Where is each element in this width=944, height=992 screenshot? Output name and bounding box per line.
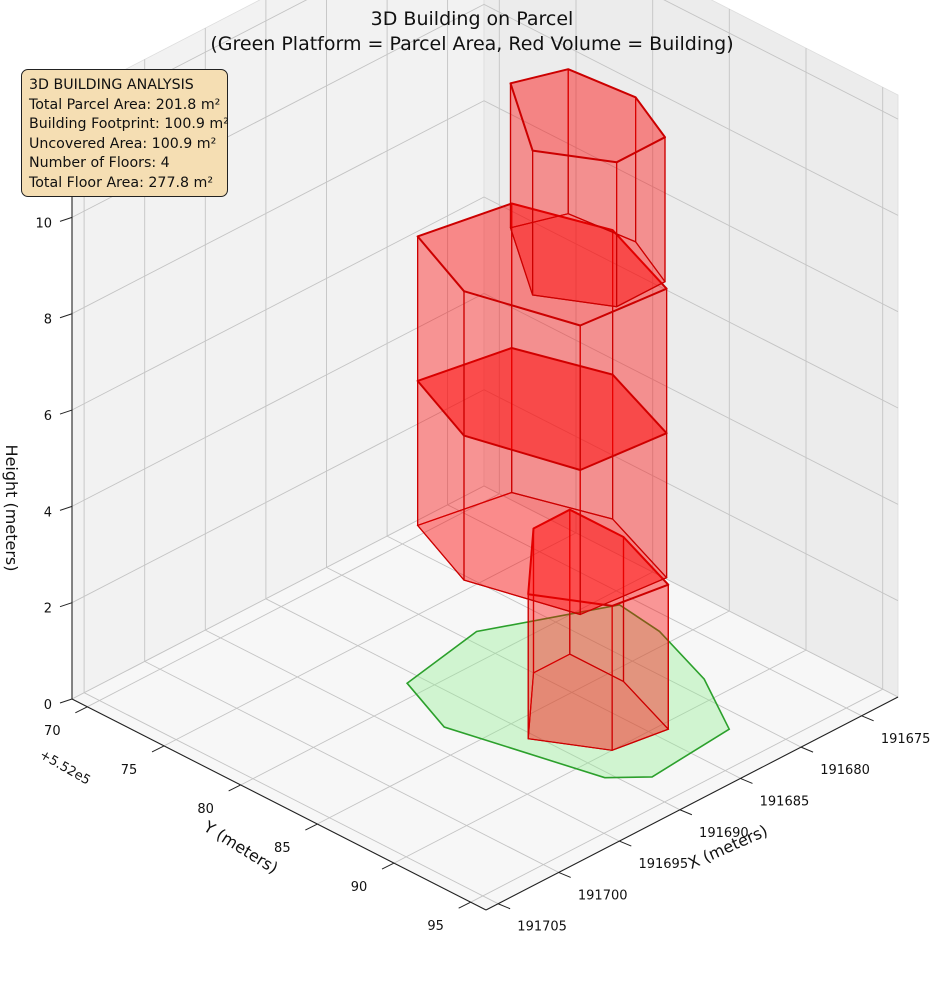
axis-lines xyxy=(71,97,899,911)
x-tick-label: 191675 xyxy=(881,732,931,747)
z-tick-label: 2 xyxy=(44,602,52,617)
x-tick-label: 191700 xyxy=(578,888,628,903)
y-tick-label: 85 xyxy=(274,841,291,856)
x-tick-label: 191690 xyxy=(699,826,749,841)
x-tick-mark xyxy=(497,903,511,910)
x-tick-mark xyxy=(558,871,571,878)
info-uncovered-area: Uncovered Area: 100.9 m² xyxy=(29,135,217,152)
y-tick-mark xyxy=(151,745,165,753)
y-tick-label: 75 xyxy=(121,763,138,778)
grid-line-z xyxy=(71,0,899,122)
info-heading: 3D BUILDING ANALYSIS xyxy=(29,77,194,93)
grid-line-z xyxy=(71,485,899,700)
x-axis-line xyxy=(485,696,899,911)
grid-line-z xyxy=(71,196,899,411)
y-tick-mark xyxy=(75,706,88,714)
floor-top-face xyxy=(416,202,668,327)
y-tick-label: 80 xyxy=(197,802,214,817)
x-tick-mark xyxy=(800,746,814,753)
z-tick-mark xyxy=(59,313,73,319)
parcel-platform xyxy=(405,603,731,779)
grid-line-z xyxy=(71,292,899,507)
y-tick-mark xyxy=(381,862,395,870)
z-tick-label: 4 xyxy=(44,505,52,520)
info-total-floor-area: Total Floor Area: 277.8 m² xyxy=(29,174,214,191)
z-tick-mark xyxy=(59,602,73,608)
z-tick-label: 8 xyxy=(44,313,52,328)
y-axis-line xyxy=(71,698,487,911)
x-tick-label: 191705 xyxy=(517,920,567,935)
info-floor-count: Number of Floors: 4 xyxy=(29,155,170,171)
grid-line-z xyxy=(71,389,899,604)
z-tick-label: 0 xyxy=(44,698,52,713)
y-axis-label: Y (meters) xyxy=(199,817,281,878)
x-tick-mark xyxy=(679,809,693,816)
z-tick-mark xyxy=(59,216,73,222)
plot-area xyxy=(405,68,731,779)
floor-top-face xyxy=(527,508,670,607)
grid-lines xyxy=(71,0,899,905)
y-tick-mark xyxy=(458,901,471,909)
chart-title-line-2: (Green Platform = Parcel Area, Red Volum… xyxy=(210,33,733,55)
z-tick-mark xyxy=(59,698,73,704)
y-tick-label: 90 xyxy=(351,880,368,895)
building-floor-4 xyxy=(509,68,666,308)
grid-line-z xyxy=(71,100,899,315)
building-floor-1 xyxy=(527,508,670,751)
z-tick-label: 10 xyxy=(35,216,52,231)
y-tick-mark xyxy=(228,784,241,792)
chart-title-line-1: 3D Building on Parcel xyxy=(371,8,574,30)
info-building-footprint: Building Footprint: 100.9 m² xyxy=(29,116,229,132)
building-floor-2 xyxy=(416,347,668,616)
x-tick-label: 191685 xyxy=(760,794,810,809)
floor-top-face xyxy=(509,68,666,164)
info-parcel-area: Total Parcel Area: 201.8 m² xyxy=(29,96,221,113)
analysis-info-box: 3D BUILDING ANALYSIS Total Parcel Area: … xyxy=(21,69,229,197)
y-tick-mark xyxy=(305,823,318,831)
x-tick-label: 191680 xyxy=(820,763,870,778)
x-tick-mark xyxy=(740,777,753,784)
x-tick-mark xyxy=(861,715,874,722)
y-axis-offset-label: +5.52e5 xyxy=(37,747,93,788)
z-tick-mark xyxy=(59,409,73,415)
z-tick-label: 6 xyxy=(44,409,52,424)
z-tick-mark xyxy=(59,505,73,511)
z-axis-label: Height (meters) xyxy=(2,445,21,572)
x-tick-mark xyxy=(619,840,632,847)
building-floor-3 xyxy=(416,202,668,471)
y-tick-label: 70 xyxy=(44,724,61,739)
x-tick-label: 191695 xyxy=(638,857,688,872)
y-tick-label: 95 xyxy=(427,919,444,934)
